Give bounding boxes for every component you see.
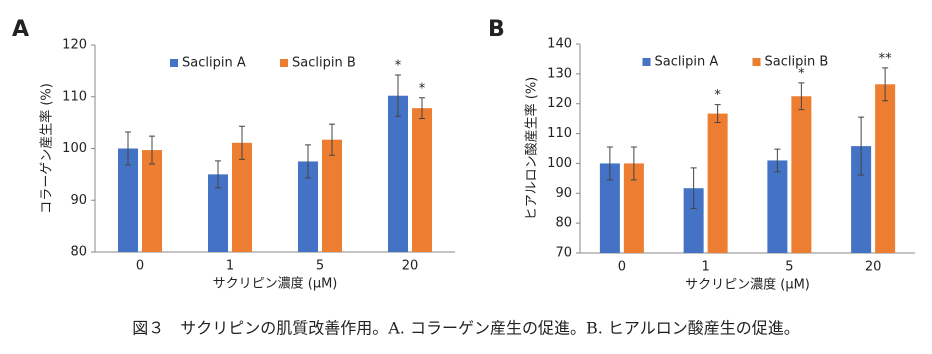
- y-tick-label: 100: [62, 141, 87, 156]
- bar: [388, 95, 408, 252]
- panel-label: B: [488, 17, 505, 42]
- y-tick-label: 120: [62, 38, 87, 53]
- caption: 図３ サクリピンの肌質改善作用。A. コラーゲン産生の促進。B. ヒアルロン酸産…: [132, 319, 800, 338]
- error-bar: [882, 67, 889, 102]
- x-tick-label: 5: [785, 260, 793, 275]
- legend-label: Saclipin A: [655, 55, 719, 70]
- y-tick-label: 80: [555, 216, 572, 231]
- error-bar: [798, 82, 805, 111]
- panel-label: A: [12, 17, 29, 42]
- bar: [322, 139, 342, 252]
- bar: [623, 163, 644, 253]
- bar: [118, 148, 138, 252]
- error-bar: [858, 116, 865, 176]
- bar: [875, 84, 896, 253]
- y-tick-label: 110: [547, 126, 572, 141]
- error-bar: [774, 148, 781, 173]
- bar: [599, 163, 620, 253]
- x-tick-label: 5: [316, 259, 324, 274]
- significance-label: *: [419, 81, 426, 96]
- bar: [142, 150, 162, 252]
- error-bar: [690, 167, 697, 210]
- legend-swatch: [280, 59, 288, 67]
- y-tick-label: 120: [547, 96, 572, 111]
- error-bar: [419, 97, 425, 119]
- legend-swatch: [170, 59, 178, 67]
- error-bar: [125, 131, 131, 166]
- legend-label: Saclipin B: [765, 55, 829, 70]
- x-tick-label: 1: [701, 260, 709, 275]
- error-bar: [305, 144, 311, 179]
- error-bar: [630, 146, 637, 181]
- bar: [232, 142, 252, 252]
- x-axis-label: サクリピン濃度 (μM): [213, 276, 338, 292]
- significance-label: *: [798, 66, 805, 81]
- bar: [791, 96, 812, 253]
- significance-label: *: [714, 88, 721, 103]
- legend-label: Saclipin A: [182, 56, 246, 71]
- x-tick-label: 0: [136, 259, 144, 274]
- y-tick-label: 90: [70, 193, 87, 208]
- y-tick-label: 110: [62, 89, 87, 104]
- y-tick-label: 130: [547, 66, 572, 81]
- bar: [851, 146, 872, 253]
- x-tick-label: 20: [865, 260, 882, 275]
- error-bar: [239, 125, 245, 160]
- error-bar: [395, 74, 401, 117]
- y-axis-label: コラーゲン産生率 (%): [39, 83, 55, 214]
- significance-label: *: [395, 59, 402, 74]
- bar: [767, 160, 788, 253]
- x-tick-label: 0: [618, 260, 626, 275]
- bar: [208, 174, 228, 252]
- error-bar: [714, 104, 721, 124]
- y-tick-label: 70: [555, 246, 572, 261]
- legend-swatch: [752, 58, 761, 66]
- y-tick-label: 140: [547, 37, 572, 52]
- error-bar: [149, 135, 155, 165]
- bar: [412, 108, 432, 252]
- bar: [707, 113, 728, 254]
- bar: [683, 188, 704, 253]
- significance-label: **: [879, 51, 893, 66]
- x-axis-label: サクリピン濃度 (μM): [685, 277, 810, 293]
- error-bar: [215, 160, 221, 189]
- error-bar: [606, 146, 613, 181]
- y-axis-label: ヒアルロン酸産生率 (%): [524, 77, 540, 221]
- y-tick-label: 90: [555, 186, 572, 201]
- x-tick-label: 1: [226, 259, 234, 274]
- legend-label: Saclipin B: [292, 56, 356, 71]
- bar: [298, 161, 318, 252]
- y-tick-label: 80: [70, 245, 87, 260]
- y-tick-label: 100: [547, 156, 572, 171]
- legend-swatch: [642, 58, 651, 66]
- x-tick-label: 20: [402, 259, 419, 274]
- error-bar: [329, 123, 335, 156]
